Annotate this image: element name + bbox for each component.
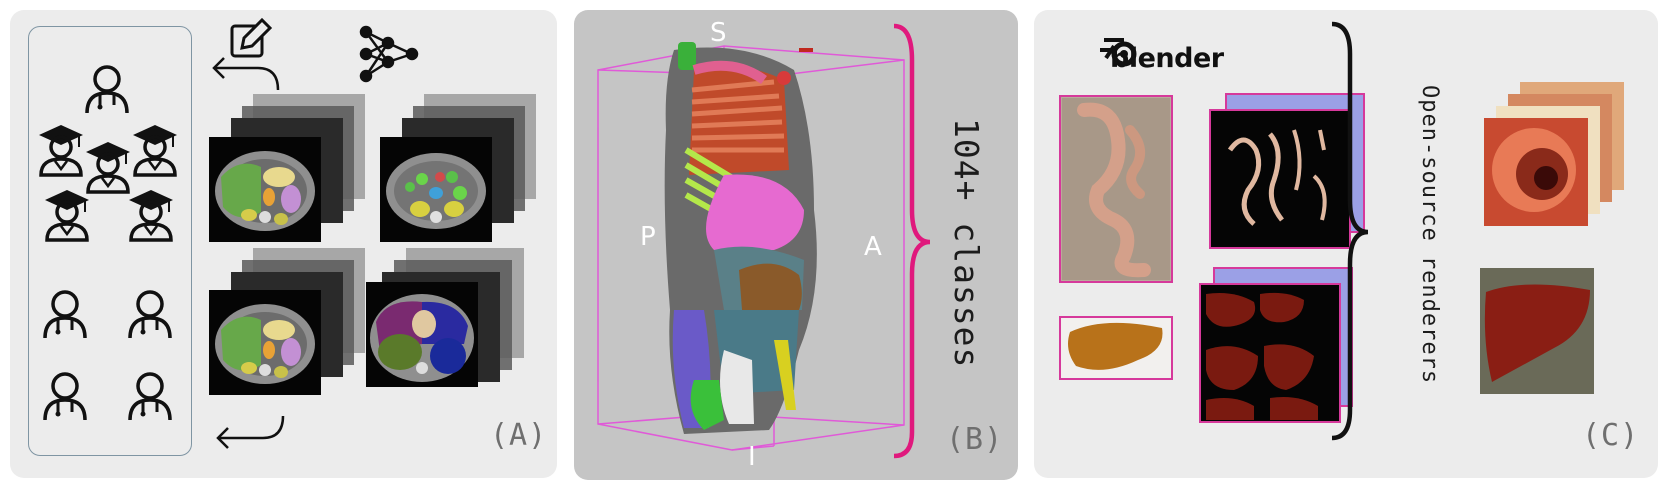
annotator-icon xyxy=(85,65,129,115)
panel-a-label: (A) xyxy=(490,418,548,453)
panel-a-annotation-workflow: (A) xyxy=(10,10,557,478)
classes-count-label: 104+ classes xyxy=(947,118,986,369)
blender-logo-icon xyxy=(1100,38,1137,67)
blender-wordmark: blender xyxy=(1110,43,1224,74)
open-source-renderers-label: Open-source renderers xyxy=(1417,85,1442,385)
graduate-icon xyxy=(127,188,175,242)
intestine-mask xyxy=(1209,93,1365,249)
annotator-icon xyxy=(128,372,172,422)
liver-mask xyxy=(1199,267,1353,423)
return-arrow-icon xyxy=(212,57,280,91)
annotator-icon xyxy=(43,372,87,422)
neural-network-icon xyxy=(359,25,419,83)
classes-brace xyxy=(893,23,931,459)
ct-slice-stack xyxy=(366,248,524,387)
panel-c-graphics xyxy=(1059,21,1624,441)
panel-a-graphics xyxy=(37,17,536,449)
graduate-icon xyxy=(43,188,91,242)
intestine-render xyxy=(1059,95,1173,283)
panel-b-label: (B) xyxy=(946,422,1004,457)
annotator-icon xyxy=(128,290,172,340)
return-arrow-icon xyxy=(216,415,285,449)
annotators-group xyxy=(28,26,192,456)
panel-c-label: (C) xyxy=(1582,418,1640,453)
panel-c-rendering: (C) xyxy=(1034,10,1658,478)
graduate-icon xyxy=(84,140,132,194)
ct-slice-stack xyxy=(209,248,365,395)
axis-inferior: I xyxy=(748,442,756,472)
axis-posterior: P xyxy=(640,222,656,252)
annotator-icon xyxy=(43,290,87,340)
panel-b-graphics xyxy=(597,42,905,451)
organ-segmentation-model xyxy=(664,42,817,434)
axis-superior: S xyxy=(710,18,727,48)
edit-icon xyxy=(230,17,273,58)
panel-b-3d-segmentation: S P A I (B) xyxy=(574,10,1018,480)
renderers-brace xyxy=(1331,21,1369,441)
liver-render xyxy=(1059,316,1173,380)
ct-slice-stack xyxy=(380,94,536,242)
axis-anterior: A xyxy=(864,232,882,262)
ct-slice-stack xyxy=(209,94,365,242)
liver-realistic-render xyxy=(1480,268,1594,394)
graduate-icon xyxy=(131,123,179,177)
graduate-icon xyxy=(37,123,85,177)
colon-render-stack xyxy=(1484,82,1624,226)
